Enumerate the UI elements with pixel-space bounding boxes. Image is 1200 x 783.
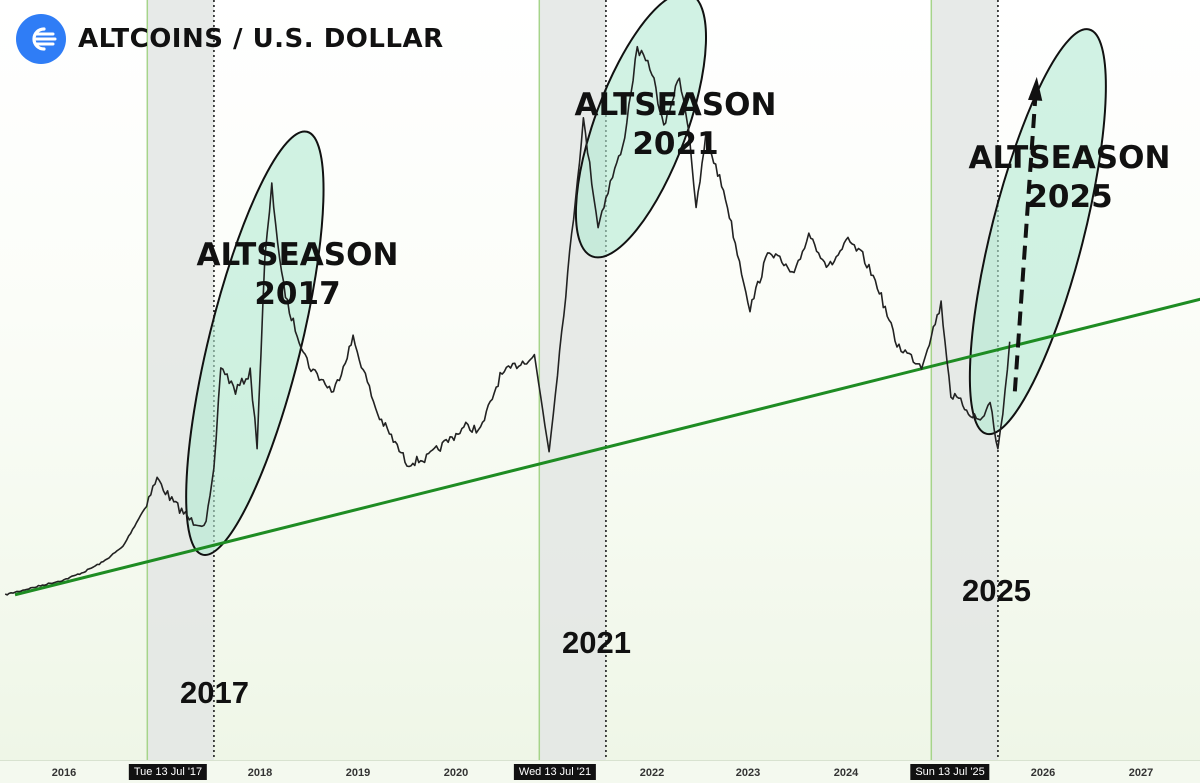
altseason-2025-word: ALTSEASON [968,140,1171,176]
tick-2024: 2024 [833,767,859,779]
altseason-2025-label: ALTSEASON 2025 [962,139,1177,217]
support-trendline [14,297,1200,597]
altseason-2021-year: 2021 [632,125,719,162]
price-series-line [4,45,1011,596]
low-2025-label: 2025 [962,573,1031,608]
ellipse-2025 [968,28,1107,436]
altseason-2017-word: ALTSEASON [196,237,399,273]
chart-header: ALTCOINS / U.S. DOLLAR [16,14,444,64]
tick-2026: 2026 [1030,767,1056,779]
projection-arrowhead [1028,76,1043,101]
altseason-2021-word: ALTSEASON [574,87,777,123]
speed-lines-logo-icon [16,14,66,64]
tick-2018: 2018 [247,767,273,779]
tick-2020: 2020 [443,767,469,779]
time-axis: 2016 2018 2019 2020 2022 2023 2024 2026 … [0,760,1200,783]
projection-arrow-line [1012,90,1038,392]
tick-2019: 2019 [345,767,371,779]
tick-2016: 2016 [51,767,77,779]
ellipse-2017 [185,130,325,556]
tick-2023: 2023 [735,767,761,779]
altseason-2017-label: ALTSEASON 2017 [190,236,405,314]
tick-2027: 2027 [1128,767,1154,779]
altseason-2017-year: 2017 [254,275,341,312]
tick-2022: 2022 [639,767,665,779]
low-2017-label: 2017 [180,675,249,710]
date-marker-2017: Tue 13 Jul '17 [128,764,208,780]
altseason-2021-label: ALTSEASON 2021 [568,86,783,164]
date-marker-2025: Sun 13 Jul '25 [910,764,990,780]
altseason-2025-year: 2025 [1026,178,1113,215]
chart-title: ALTCOINS / U.S. DOLLAR [78,24,444,54]
date-marker-2021: Wed 13 Jul '21 [513,764,597,780]
low-2021-label: 2021 [562,625,631,660]
